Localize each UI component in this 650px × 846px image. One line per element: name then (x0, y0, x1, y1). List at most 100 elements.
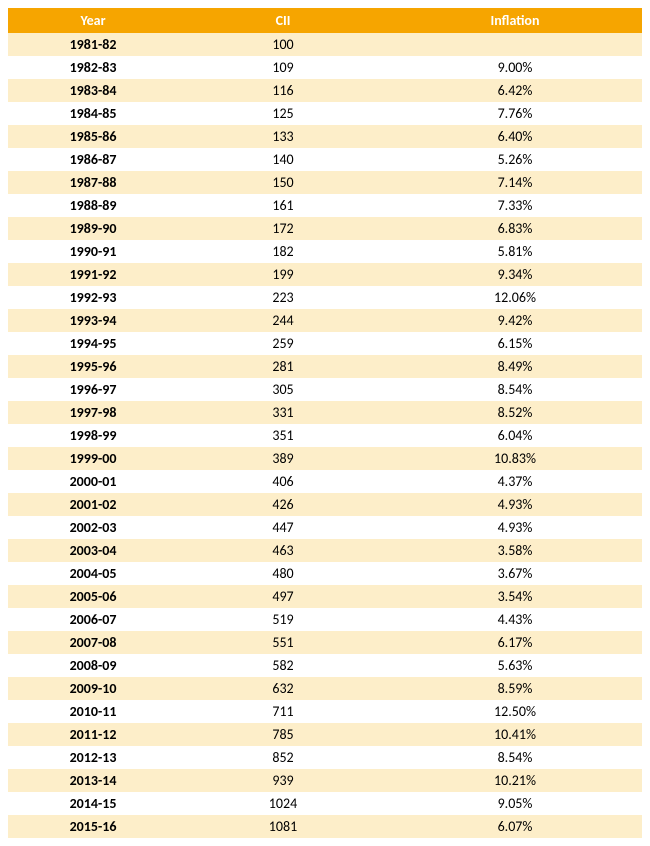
cell-inflation: 8.49% (388, 355, 642, 378)
cell-year: 1981-82 (8, 33, 178, 56)
cell-year: 1993-94 (8, 309, 178, 332)
cell-inflation: 6.15% (388, 332, 642, 355)
cell-year: 1989-90 (8, 217, 178, 240)
cell-inflation: 4.93% (388, 516, 642, 539)
cell-inflation: 9.42% (388, 309, 642, 332)
table-row: 2006-075194.43% (8, 608, 642, 631)
cell-cii: 497 (178, 585, 388, 608)
cell-inflation: 7.33% (388, 194, 642, 217)
cell-inflation: 6.40% (388, 125, 642, 148)
table-row: 2003-044633.58% (8, 539, 642, 562)
cell-year: 2000-01 (8, 470, 178, 493)
table-row: 1992-9322312.06% (8, 286, 642, 309)
cell-cii: 172 (178, 217, 388, 240)
cell-inflation: 5.63% (388, 654, 642, 677)
cell-year: 2015-16 (8, 815, 178, 838)
table-row: 2010-1171112.50% (8, 700, 642, 723)
cell-cii: 182 (178, 240, 388, 263)
table-header-row: Year CII Inflation (8, 8, 642, 33)
table-body: 1981-821001982-831099.00%1983-841166.42%… (8, 33, 642, 838)
cell-year: 1984-85 (8, 102, 178, 125)
cell-cii: 389 (178, 447, 388, 470)
table-row: 1989-901726.83% (8, 217, 642, 240)
col-header-year: Year (8, 8, 178, 33)
cell-cii: 100 (178, 33, 388, 56)
cell-cii: 463 (178, 539, 388, 562)
cell-inflation: 4.93% (388, 493, 642, 516)
cell-inflation: 3.54% (388, 585, 642, 608)
cell-cii: 632 (178, 677, 388, 700)
cell-year: 1986-87 (8, 148, 178, 171)
table-row: 2011-1278510.41% (8, 723, 642, 746)
cell-year: 2003-04 (8, 539, 178, 562)
cell-year: 2007-08 (8, 631, 178, 654)
table-row: 1998-993516.04% (8, 424, 642, 447)
cell-inflation: 5.81% (388, 240, 642, 263)
cell-inflation: 6.83% (388, 217, 642, 240)
table-row: 2009-106328.59% (8, 677, 642, 700)
cell-year: 1998-99 (8, 424, 178, 447)
cell-cii: 259 (178, 332, 388, 355)
cell-inflation (388, 33, 642, 56)
cell-inflation: 6.07% (388, 815, 642, 838)
cell-cii: 199 (178, 263, 388, 286)
cell-cii: 223 (178, 286, 388, 309)
cell-cii: 519 (178, 608, 388, 631)
cell-year: 1995-96 (8, 355, 178, 378)
cell-inflation: 8.52% (388, 401, 642, 424)
cell-inflation: 9.00% (388, 56, 642, 79)
cell-year: 2006-07 (8, 608, 178, 631)
cell-cii: 109 (178, 56, 388, 79)
cell-year: 2004-05 (8, 562, 178, 585)
cell-year: 2005-06 (8, 585, 178, 608)
cell-cii: 133 (178, 125, 388, 148)
cell-cii: 331 (178, 401, 388, 424)
table-row: 1981-82100 (8, 33, 642, 56)
table-row: 2015-1610816.07% (8, 815, 642, 838)
cell-cii: 406 (178, 470, 388, 493)
cell-year: 2008-09 (8, 654, 178, 677)
cell-inflation: 3.67% (388, 562, 642, 585)
table-row: 1997-983318.52% (8, 401, 642, 424)
table-row: 1994-952596.15% (8, 332, 642, 355)
cell-cii: 582 (178, 654, 388, 677)
cell-cii: 1024 (178, 792, 388, 815)
cell-year: 1994-95 (8, 332, 178, 355)
table-row: 1984-851257.76% (8, 102, 642, 125)
cell-year: 1996-97 (8, 378, 178, 401)
cell-cii: 125 (178, 102, 388, 125)
cii-inflation-table: Year CII Inflation 1981-821001982-831099… (8, 8, 642, 838)
table-row: 2007-085516.17% (8, 631, 642, 654)
table-row: 2001-024264.93% (8, 493, 642, 516)
cell-year: 1990-91 (8, 240, 178, 263)
table-row: 1999-0038910.83% (8, 447, 642, 470)
table-row: 1986-871405.26% (8, 148, 642, 171)
cell-inflation: 10.41% (388, 723, 642, 746)
table-row: 1985-861336.40% (8, 125, 642, 148)
cell-cii: 1081 (178, 815, 388, 838)
table-row: 1988-891617.33% (8, 194, 642, 217)
table-row: 2013-1493910.21% (8, 769, 642, 792)
cell-cii: 551 (178, 631, 388, 654)
cell-year: 1987-88 (8, 171, 178, 194)
cell-inflation: 10.83% (388, 447, 642, 470)
cell-cii: 447 (178, 516, 388, 539)
table-row: 1995-962818.49% (8, 355, 642, 378)
table-row: 2005-064973.54% (8, 585, 642, 608)
cell-cii: 244 (178, 309, 388, 332)
cell-inflation: 8.59% (388, 677, 642, 700)
table-row: 1990-911825.81% (8, 240, 642, 263)
cell-cii: 305 (178, 378, 388, 401)
cell-cii: 852 (178, 746, 388, 769)
cell-cii: 150 (178, 171, 388, 194)
cell-inflation: 5.26% (388, 148, 642, 171)
cell-year: 1992-93 (8, 286, 178, 309)
cell-year: 2001-02 (8, 493, 178, 516)
cell-year: 2010-11 (8, 700, 178, 723)
cell-cii: 351 (178, 424, 388, 447)
table-row: 1996-973058.54% (8, 378, 642, 401)
cell-cii: 939 (178, 769, 388, 792)
table-row: 1983-841166.42% (8, 79, 642, 102)
cell-inflation: 6.04% (388, 424, 642, 447)
table-row: 1993-942449.42% (8, 309, 642, 332)
